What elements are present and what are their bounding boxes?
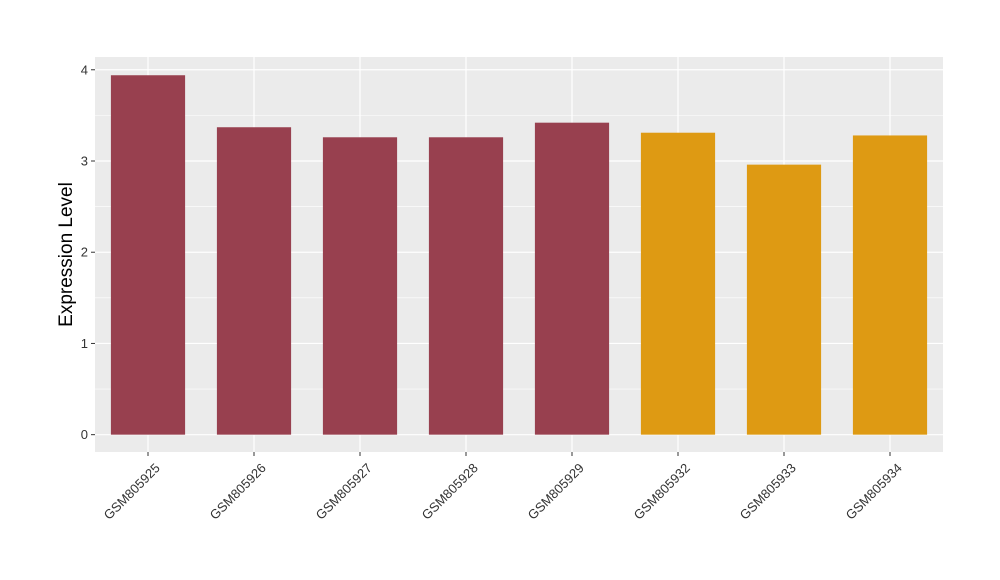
y-axis: 0 1 2 3 4: [81, 62, 95, 442]
x-tick-label: GSM805932: [631, 460, 693, 522]
bar-GSM805929: [534, 122, 610, 435]
bar-GSM805933: [746, 164, 822, 435]
y-tick-label: 0: [81, 427, 88, 442]
bar-GSM805934: [852, 135, 928, 435]
x-tick-label: GSM805927: [313, 460, 375, 522]
y-tick-label: 1: [81, 336, 88, 351]
bar-GSM805925: [110, 75, 186, 435]
x-axis: GSM805925 GSM805926 GSM805927 GSM805928 GSM8…: [101, 452, 905, 523]
bars: [110, 75, 928, 435]
x-tick-label: GSM805925: [101, 460, 163, 522]
bar-GSM805928: [428, 137, 504, 435]
y-tick-label: 3: [81, 153, 88, 168]
x-tick-label: GSM805926: [207, 460, 269, 522]
bar-GSM805927: [322, 137, 398, 435]
bar-GSM805932: [640, 132, 716, 435]
x-tick-label: GSM805929: [525, 460, 587, 522]
bar-GSM805926: [216, 127, 292, 435]
y-axis-title: Expression Level: [56, 182, 77, 327]
x-tick-label: GSM805928: [419, 460, 481, 522]
y-tick-label: 4: [81, 62, 88, 77]
y-tick-label: 2: [81, 245, 88, 260]
x-tick-label: GSM805934: [843, 460, 905, 522]
x-tick-label: GSM805933: [737, 460, 799, 522]
